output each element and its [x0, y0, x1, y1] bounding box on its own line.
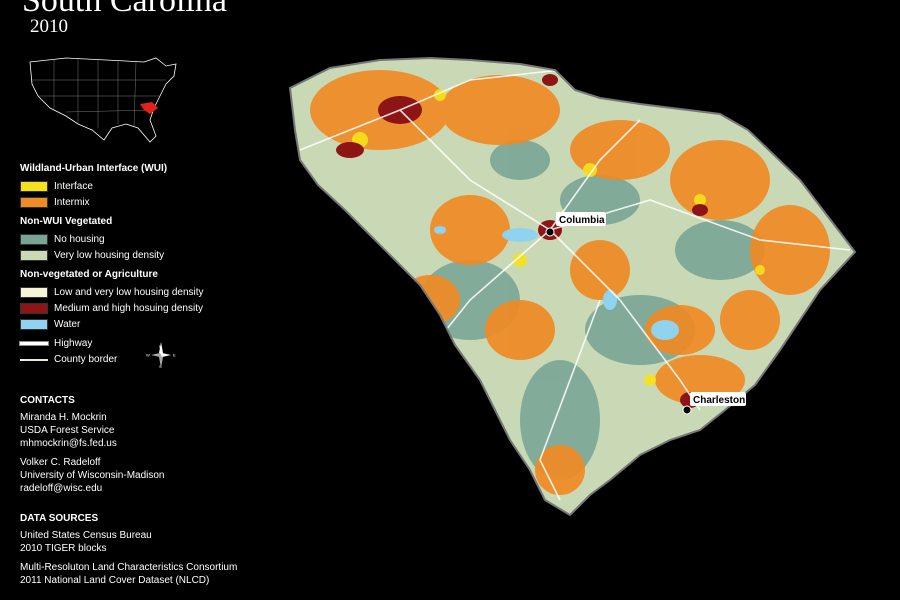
legend-item-low-density: Low and very low housing density	[20, 284, 260, 300]
contact-email[interactable]: mhmockrin@fs.fed.us	[20, 438, 117, 449]
state-outline	[288, 56, 857, 517]
swatch-county	[20, 354, 48, 365]
compass-e: E	[173, 353, 176, 358]
city-columbia: Columbia	[545, 212, 606, 237]
legend-item-intermix: Intermix	[20, 194, 260, 210]
legend-item-county: County border	[20, 351, 260, 367]
swatch-interface	[20, 180, 48, 192]
swatch-no-housing	[20, 233, 48, 245]
map-title: South Carolina	[22, 0, 227, 19]
contacts-section: CONTACTS Miranda H. Mockrin USDA Forest …	[20, 394, 165, 501]
city-label-charleston: Charleston	[693, 395, 745, 406]
swatch-medium-high	[20, 302, 48, 314]
compass-rose-icon: N S W E	[146, 342, 176, 369]
swatch-low-density	[20, 286, 48, 298]
legend-item-medium-high: Medium and high hosuing density	[20, 300, 260, 316]
us-inset-map	[29, 57, 177, 143]
swatch-intermix	[20, 196, 48, 208]
contact-1: Miranda H. Mockrin USDA Forest Service m…	[20, 411, 165, 450]
compass-s: S	[159, 364, 162, 369]
legend-heading-wui: Wildland-Urban Interface (WUI)	[20, 163, 168, 174]
contact-email[interactable]: radeloff@wisc.edu	[20, 483, 103, 494]
swatch-very-low	[20, 249, 48, 261]
state-borders	[32, 59, 166, 128]
legend-item-interface: Interface	[20, 178, 260, 194]
data-sources-section: DATA SOURCES United States Census Bureau…	[20, 512, 237, 593]
south-carolina-highlight	[140, 102, 158, 114]
legend-heading-nonwui: Non-WUI Vegetated	[20, 216, 113, 227]
legend-heading-nonveg: Non-vegetated or Agriculture	[20, 269, 158, 280]
swatch-highway	[20, 338, 48, 349]
compass-n: N	[159, 344, 162, 349]
contacts-heading: CONTACTS	[20, 395, 75, 406]
legend-item-water: Water	[20, 316, 260, 332]
legend: Wildland-Urban Interface (WUI) Interface…	[20, 163, 260, 367]
city-label-columbia: Columbia	[559, 215, 605, 226]
us-outline	[29, 57, 177, 143]
land-cover	[290, 58, 855, 515]
swatch-water	[20, 318, 48, 330]
legend-item-highway: Highway	[20, 335, 260, 351]
compass-w: W	[146, 353, 150, 358]
contact-2: Volker C. Radeloff University of Wiscons…	[20, 457, 165, 494]
source-1: United States Census Bureau 2010 TIGER b…	[20, 530, 152, 554]
legend-item-very-low: Very low housing density	[20, 247, 260, 263]
legend-item-no-housing: No housing	[20, 231, 260, 247]
sources-heading: DATA SOURCES	[20, 513, 99, 524]
map-year: 2010	[30, 16, 68, 37]
city-charleston: Charleston	[682, 392, 746, 415]
source-2: Multi-Resoluton Land Characteristics Con…	[20, 562, 238, 586]
